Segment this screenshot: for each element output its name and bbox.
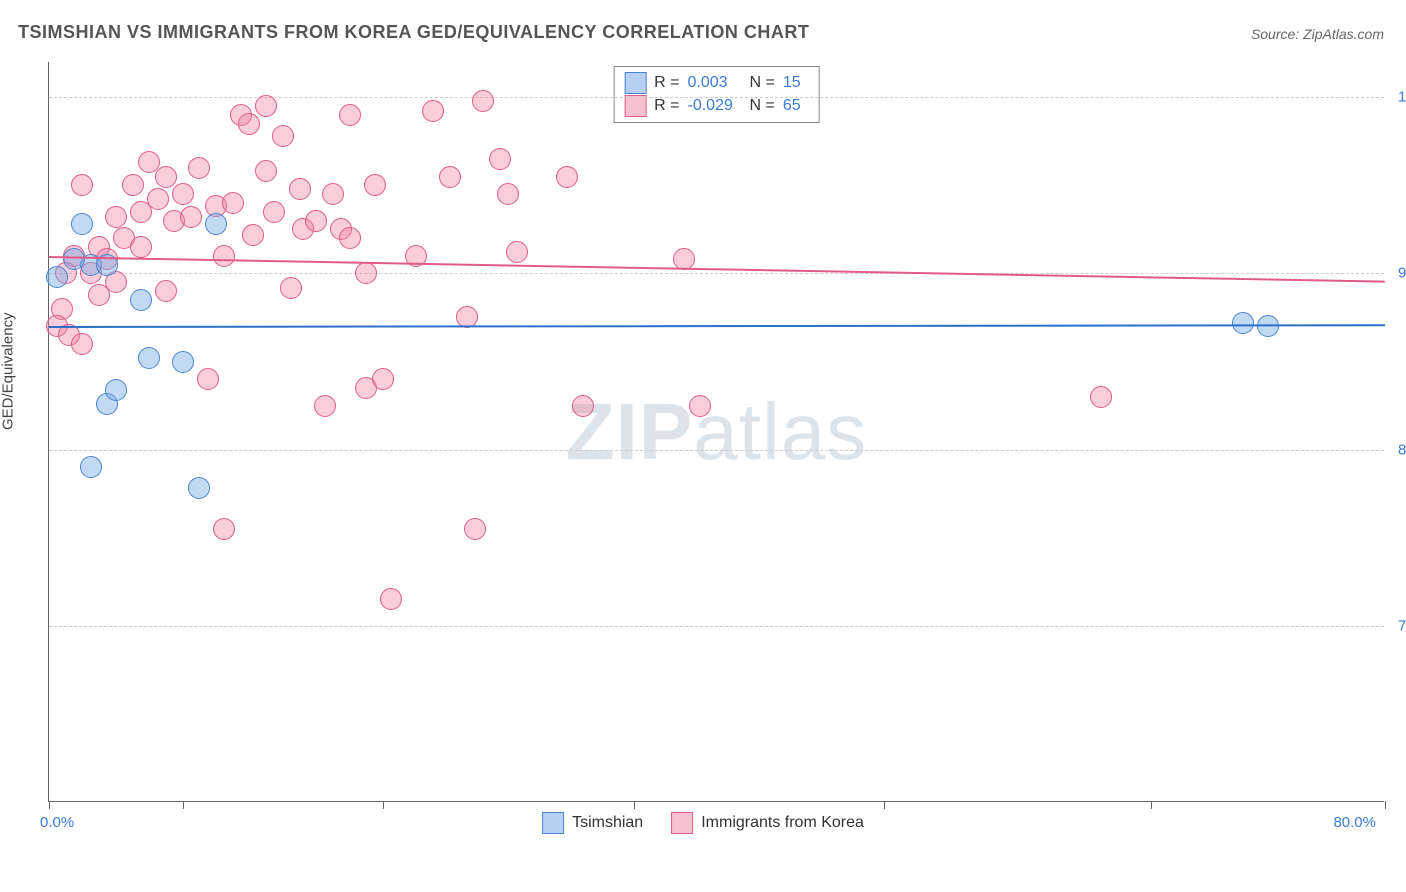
marker-korea — [130, 236, 152, 258]
marker-korea — [213, 518, 235, 540]
swatch-pink-icon — [624, 95, 646, 117]
marker-korea — [105, 206, 127, 228]
marker-korea — [556, 166, 578, 188]
x-axis-max-label: 80.0% — [1333, 814, 1376, 831]
marker-korea — [364, 174, 386, 196]
marker-tsimshian — [105, 379, 127, 401]
marker-tsimshian — [1232, 312, 1254, 334]
marker-korea — [422, 100, 444, 122]
x-tick — [49, 801, 50, 809]
marker-korea — [155, 166, 177, 188]
n-label: N = — [750, 74, 775, 92]
marker-korea — [439, 166, 461, 188]
marker-korea — [272, 125, 294, 147]
marker-korea — [339, 227, 361, 249]
marker-korea — [255, 95, 277, 117]
gridline — [49, 97, 1384, 98]
y-tick-label: 100.0% — [1388, 89, 1406, 106]
marker-korea — [372, 368, 394, 390]
marker-tsimshian — [46, 266, 68, 288]
y-tick-label: 70.0% — [1388, 617, 1406, 634]
n-label: N = — [750, 97, 775, 115]
r-value-korea: -0.029 — [688, 97, 742, 115]
watermark-atlas: atlas — [693, 387, 867, 476]
x-tick — [1385, 801, 1386, 809]
marker-korea — [147, 188, 169, 210]
gridline — [49, 273, 1384, 274]
marker-korea — [172, 183, 194, 205]
legend-swatch-pink-icon — [671, 812, 693, 834]
legend-label-tsimshian: Tsimshian — [572, 814, 643, 832]
gridline — [49, 450, 1384, 451]
x-tick — [383, 801, 384, 809]
x-axis-min-label: 0.0% — [40, 814, 74, 831]
marker-korea — [289, 178, 311, 200]
marker-korea — [339, 104, 361, 126]
trendline-korea — [49, 256, 1385, 283]
marker-korea — [464, 518, 486, 540]
gridline — [49, 626, 1384, 627]
y-tick-label: 80.0% — [1388, 441, 1406, 458]
marker-korea — [497, 183, 519, 205]
marker-korea — [689, 395, 711, 417]
source-text: Source: ZipAtlas.com — [1251, 26, 1384, 42]
marker-korea — [355, 262, 377, 284]
marker-tsimshian — [172, 351, 194, 373]
marker-korea — [255, 160, 277, 182]
marker-korea — [1090, 386, 1112, 408]
r-label: R = — [654, 74, 679, 92]
marker-tsimshian — [130, 289, 152, 311]
r-row-korea: R = -0.029 N = 65 — [624, 95, 809, 117]
marker-korea — [71, 174, 93, 196]
marker-korea — [180, 206, 202, 228]
marker-korea — [242, 224, 264, 246]
marker-tsimshian — [205, 213, 227, 235]
marker-korea — [506, 241, 528, 263]
marker-korea — [280, 277, 302, 299]
marker-korea — [305, 210, 327, 232]
n-value-tsimshian: 15 — [783, 74, 809, 92]
marker-tsimshian — [188, 477, 210, 499]
marker-korea — [380, 588, 402, 610]
marker-korea — [222, 192, 244, 214]
swatch-blue-icon — [624, 72, 646, 94]
r-n-box: R = 0.003 N = 15 R = -0.029 N = 65 — [613, 66, 820, 123]
marker-tsimshian — [80, 456, 102, 478]
marker-korea — [197, 368, 219, 390]
marker-korea — [71, 333, 93, 355]
chart-title: TSIMSHIAN VS IMMIGRANTS FROM KOREA GED/E… — [18, 22, 809, 43]
x-tick — [183, 801, 184, 809]
marker-korea — [322, 183, 344, 205]
marker-korea — [155, 280, 177, 302]
marker-tsimshian — [71, 213, 93, 235]
r-value-tsimshian: 0.003 — [688, 74, 742, 92]
legend-label-korea: Immigrants from Korea — [701, 814, 864, 832]
x-tick — [634, 801, 635, 809]
plot-area: ZIPatlas R = 0.003 N = 15 R = -0.029 N =… — [48, 62, 1384, 802]
watermark: ZIPatlas — [566, 386, 867, 478]
marker-korea — [472, 90, 494, 112]
marker-korea — [572, 395, 594, 417]
marker-tsimshian — [138, 347, 160, 369]
y-axis-title: GED/Equivalency — [0, 312, 17, 430]
bottom-legend: Tsimshian Immigrants from Korea — [542, 812, 864, 834]
trendline-tsimshian — [49, 325, 1385, 329]
marker-tsimshian — [63, 248, 85, 270]
n-value-korea: 65 — [783, 97, 809, 115]
marker-korea — [122, 174, 144, 196]
marker-korea — [238, 113, 260, 135]
marker-korea — [263, 201, 285, 223]
marker-korea — [213, 245, 235, 267]
y-tick-label: 90.0% — [1388, 265, 1406, 282]
legend-item-korea: Immigrants from Korea — [671, 812, 864, 834]
marker-korea — [188, 157, 210, 179]
marker-korea — [314, 395, 336, 417]
x-tick — [884, 801, 885, 809]
r-row-tsimshian: R = 0.003 N = 15 — [624, 72, 809, 94]
legend-swatch-blue-icon — [542, 812, 564, 834]
x-tick — [1151, 801, 1152, 809]
marker-korea — [489, 148, 511, 170]
legend-item-tsimshian: Tsimshian — [542, 812, 643, 834]
r-label: R = — [654, 97, 679, 115]
